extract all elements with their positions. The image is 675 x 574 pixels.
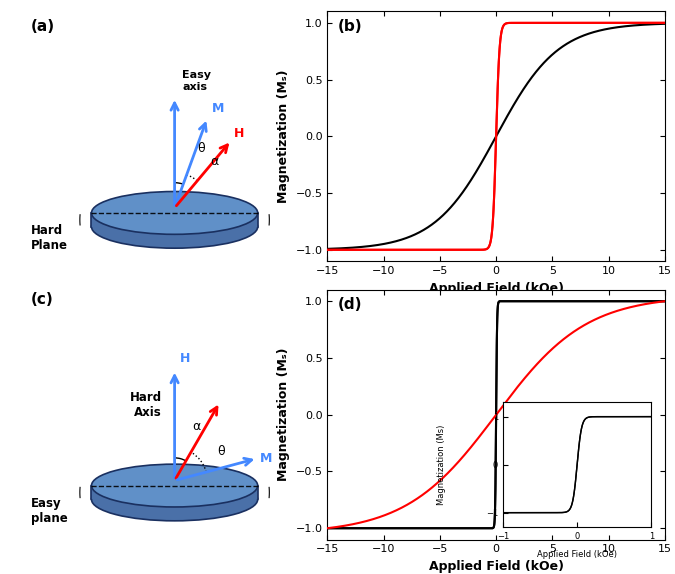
Text: (a): (a) <box>31 19 55 34</box>
Text: (d): (d) <box>338 297 362 312</box>
Ellipse shape <box>92 205 258 248</box>
Text: H: H <box>234 127 244 141</box>
Polygon shape <box>92 213 258 227</box>
X-axis label: Applied Field (kOe): Applied Field (kOe) <box>429 282 564 294</box>
Ellipse shape <box>92 478 258 521</box>
Text: M: M <box>213 102 225 115</box>
Y-axis label: Magnetization (Mₛ): Magnetization (Mₛ) <box>277 348 290 482</box>
Ellipse shape <box>92 192 258 234</box>
X-axis label: Applied Field (kOe): Applied Field (kOe) <box>429 560 564 573</box>
Text: (c): (c) <box>31 292 54 307</box>
Text: H: H <box>180 352 190 364</box>
Text: θ: θ <box>217 445 225 459</box>
Text: θ: θ <box>197 142 205 156</box>
Text: (b): (b) <box>338 19 362 34</box>
Text: Hard
Axis: Hard Axis <box>130 391 162 419</box>
Polygon shape <box>92 486 258 499</box>
Text: Easy
plane: Easy plane <box>31 497 68 525</box>
Y-axis label: Magnetization (Mₛ): Magnetization (Mₛ) <box>277 69 290 203</box>
Text: M: M <box>260 452 272 465</box>
Text: Hard
Plane: Hard Plane <box>31 224 68 252</box>
Ellipse shape <box>92 464 258 507</box>
Text: α: α <box>192 420 200 433</box>
Text: Easy
axis: Easy axis <box>182 71 211 92</box>
Text: α: α <box>210 155 218 168</box>
